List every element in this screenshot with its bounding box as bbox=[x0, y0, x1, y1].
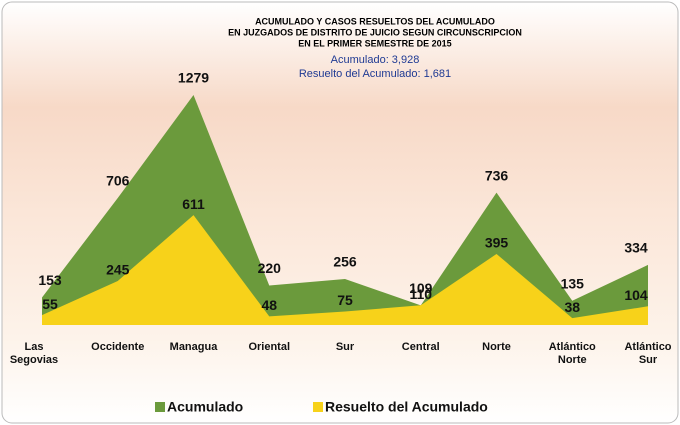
data-label: 153 bbox=[38, 272, 62, 288]
x-tick-label: Atlántico Norte bbox=[549, 341, 596, 366]
data-label: 736 bbox=[485, 167, 509, 183]
x-tick-label: Atlántico Sur bbox=[624, 341, 671, 366]
legend-swatch bbox=[313, 402, 323, 412]
x-tick-label: Occidente bbox=[91, 341, 144, 353]
x-tick-label: Oriental bbox=[248, 341, 290, 353]
chart-title: ACUMULADO Y CASOS RESUELTOS DEL ACUMULAD… bbox=[255, 16, 495, 26]
x-tick-label: Las Segovias bbox=[10, 341, 58, 366]
data-label: 75 bbox=[337, 292, 353, 308]
data-label: 706 bbox=[106, 173, 130, 189]
data-label: 611 bbox=[182, 196, 205, 212]
chart-title: EN JUZGADOS DE DISTRITO DE JUICIO SEGUN … bbox=[228, 27, 522, 37]
data-label: 135 bbox=[561, 275, 585, 291]
data-label: 334 bbox=[624, 240, 648, 256]
data-label: 1279 bbox=[178, 70, 209, 86]
data-label: 55 bbox=[42, 296, 58, 312]
data-label: 110 bbox=[409, 286, 432, 302]
legend-label: Acumulado bbox=[167, 399, 243, 415]
chart-title: EN EL PRIMER SEMESTRE DE 2015 bbox=[298, 38, 451, 48]
x-tick-label: Sur bbox=[336, 341, 355, 353]
data-label: 395 bbox=[485, 235, 509, 251]
chart-subtitle: Resuelto del Acumulado: 1,681 bbox=[299, 68, 451, 80]
data-label: 245 bbox=[106, 262, 130, 278]
data-label: 38 bbox=[564, 299, 580, 315]
data-label: 220 bbox=[258, 260, 282, 276]
data-label: 109 bbox=[409, 280, 433, 296]
x-tick-label: Central bbox=[402, 341, 440, 353]
chart-subtitle: Acumulado: 3,928 bbox=[331, 54, 420, 66]
data-label: 256 bbox=[333, 254, 357, 270]
x-tick-label: Managua bbox=[170, 341, 219, 353]
data-label: 104 bbox=[624, 287, 648, 303]
data-label: 48 bbox=[261, 297, 277, 313]
area bbox=[42, 215, 648, 325]
x-tick-label: Norte bbox=[482, 341, 511, 353]
legend-label: Resuelto del Acumulado bbox=[325, 399, 488, 415]
legend-swatch bbox=[155, 402, 165, 412]
